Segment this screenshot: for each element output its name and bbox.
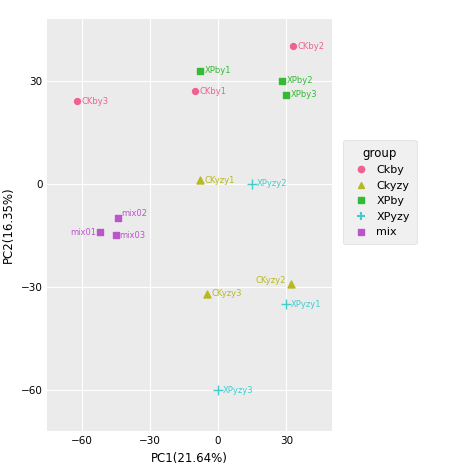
Text: mix02: mix02 xyxy=(121,209,147,218)
Legend: Ckby, Ckyzy, XPby, XPyzy, mix: Ckby, Ckyzy, XPby, XPyzy, mix xyxy=(343,140,417,244)
Text: CKyzy2: CKyzy2 xyxy=(256,276,286,284)
Text: mix01: mix01 xyxy=(70,228,96,237)
Point xyxy=(278,77,285,85)
Point xyxy=(203,290,210,298)
Point xyxy=(248,180,256,188)
Point xyxy=(196,177,204,184)
X-axis label: PC1(21.64%): PC1(21.64%) xyxy=(151,452,228,465)
Point xyxy=(96,228,103,236)
Point xyxy=(196,67,204,74)
Text: CKby3: CKby3 xyxy=(82,97,109,106)
Text: XPyzy3: XPyzy3 xyxy=(223,386,253,394)
Text: mix03: mix03 xyxy=(119,231,145,240)
Point xyxy=(191,87,199,95)
Text: CKyzy1: CKyzy1 xyxy=(204,176,235,185)
Text: XPby2: XPby2 xyxy=(286,76,313,85)
Point xyxy=(283,301,290,308)
Text: XPby3: XPby3 xyxy=(291,90,318,99)
Point xyxy=(287,280,295,287)
Text: XPyzy2: XPyzy2 xyxy=(257,180,287,188)
Point xyxy=(114,215,122,222)
Text: CKby2: CKby2 xyxy=(298,42,325,51)
Text: XPby1: XPby1 xyxy=(204,66,231,75)
Point xyxy=(73,98,81,105)
Point xyxy=(283,91,290,99)
Point xyxy=(112,232,119,239)
Text: XPyzy1: XPyzy1 xyxy=(291,300,321,309)
Y-axis label: PC2(16.35%): PC2(16.35%) xyxy=(2,187,15,264)
Text: CKyzy3: CKyzy3 xyxy=(211,290,242,298)
Point xyxy=(214,386,222,394)
Point xyxy=(289,43,297,50)
Text: CKby1: CKby1 xyxy=(200,87,227,96)
